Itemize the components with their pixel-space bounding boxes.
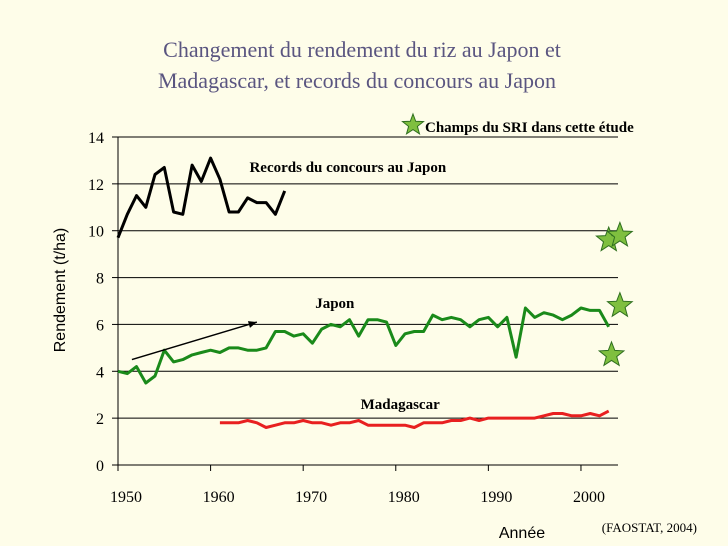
y-tick-label: 8 — [96, 271, 104, 288]
sri-point-star — [606, 220, 634, 248]
series-line-japon — [117, 306, 611, 385]
trend-arrow-head — [247, 321, 257, 328]
annotation-japon: Japon — [315, 296, 355, 312]
y-tick-label: 6 — [96, 317, 104, 334]
x-axis-title: Année — [499, 525, 545, 542]
series-line-records-du-concours-au-japon — [116, 156, 287, 239]
sri-points — [595, 220, 634, 367]
grid-lines — [112, 136, 618, 466]
sri-legend-label: Champs du SRI dans cette étude — [425, 120, 634, 136]
sri-legend-star-icon — [401, 112, 425, 136]
x-tick-label: 1980 — [388, 489, 420, 506]
sri-point-star — [597, 340, 626, 367]
axes — [117, 137, 618, 471]
y-tick-label: 0 — [96, 458, 104, 475]
y-tick-labels: 0 2 4 6 8 10 12 14 — [88, 130, 104, 475]
series-annotations: Records du concours au Japon Japon Madagas… — [249, 160, 446, 413]
x-tick-label: 2000 — [573, 489, 605, 506]
sri-point-star — [606, 291, 634, 318]
x-tick-labels: 1950 1960 1970 1980 1990 2000 — [110, 489, 605, 506]
annotation-madagascar: Madagascar — [361, 397, 440, 413]
y-tick-label: 4 — [96, 364, 104, 381]
sri-legend: Champs du SRI dans cette étude — [401, 112, 634, 136]
trend-arrow — [131, 321, 258, 361]
annotation-records-du-concours-au-japon: Records du concours au Japon — [249, 160, 446, 176]
source-note: (FAOSTAT, 2004) — [602, 520, 697, 535]
x-tick-label: 1960 — [203, 489, 235, 506]
chart-title-line-2: Madagascar, et records du concours au Ja… — [158, 68, 556, 93]
y-tick-label: 14 — [88, 130, 104, 147]
chart-title-line-1: Changement du rendement du riz au Japon … — [163, 37, 561, 62]
x-tick-label: 1990 — [480, 489, 512, 506]
series-line-madagascar — [219, 409, 610, 429]
y-tick-label: 12 — [88, 177, 104, 194]
x-tick-label: 1970 — [295, 489, 327, 506]
trend-arrow-group — [131, 321, 258, 361]
series-lines — [116, 156, 611, 429]
x-tick-label: 1950 — [110, 489, 142, 506]
y-tick-label: 2 — [96, 411, 104, 428]
y-axis-title: Rendement (t/ha) — [52, 228, 69, 353]
y-tick-label: 10 — [88, 224, 104, 241]
